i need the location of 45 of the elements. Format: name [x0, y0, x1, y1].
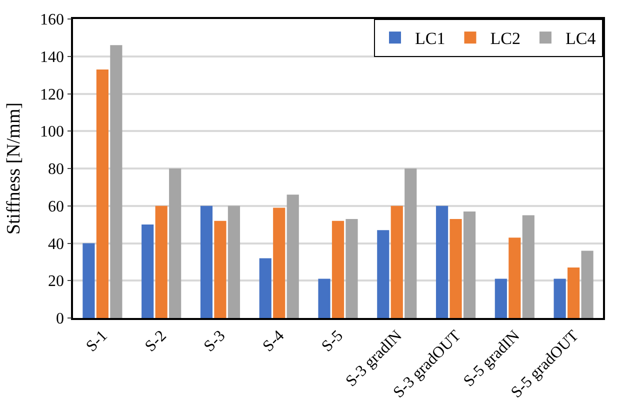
y-tick-label: 80	[48, 161, 64, 178]
bar	[332, 220, 344, 318]
bar	[494, 278, 507, 318]
bar	[404, 168, 417, 318]
x-tick-label: S-3	[200, 327, 229, 356]
bar	[390, 206, 403, 318]
bar	[142, 224, 154, 318]
bar	[259, 258, 272, 318]
y-tick-label: 0	[56, 310, 64, 328]
bar	[286, 194, 299, 318]
bar	[463, 211, 476, 318]
bar	[214, 220, 226, 318]
y-tick-label: 120	[40, 86, 64, 104]
y-tick-label: 20	[48, 273, 64, 290]
y-tick-label: 160	[40, 12, 64, 29]
x-tick-label: S-5	[318, 327, 346, 356]
legend-label: LC2	[490, 29, 520, 48]
bar	[82, 243, 95, 318]
bar	[169, 168, 182, 318]
bar	[273, 208, 286, 318]
legend-label: LC1	[415, 29, 446, 48]
y-tick-label: 140	[40, 48, 64, 66]
bar	[155, 206, 168, 318]
bar	[346, 218, 358, 318]
y-tick-label: 40	[48, 236, 64, 253]
y-tick-label: 100	[40, 124, 64, 141]
x-tick-label: S-4	[260, 327, 288, 356]
bar	[96, 69, 108, 318]
x-tick-label: S-2	[142, 327, 170, 356]
x-tick-label: S-1	[83, 327, 111, 356]
y-axis-title: Stiffness [N/mm]	[3, 102, 24, 235]
bar	[110, 45, 122, 318]
y-tick-label: 60	[48, 198, 64, 216]
bar	[450, 218, 462, 318]
bar	[522, 215, 534, 318]
bar	[228, 206, 240, 318]
bar	[377, 230, 390, 318]
bar	[508, 238, 521, 318]
bar	[436, 206, 448, 318]
bar	[200, 206, 213, 318]
bar	[318, 278, 330, 318]
bar	[554, 278, 566, 318]
bar	[568, 268, 580, 318]
legend-label: LC4	[565, 29, 596, 48]
bar	[581, 250, 594, 318]
